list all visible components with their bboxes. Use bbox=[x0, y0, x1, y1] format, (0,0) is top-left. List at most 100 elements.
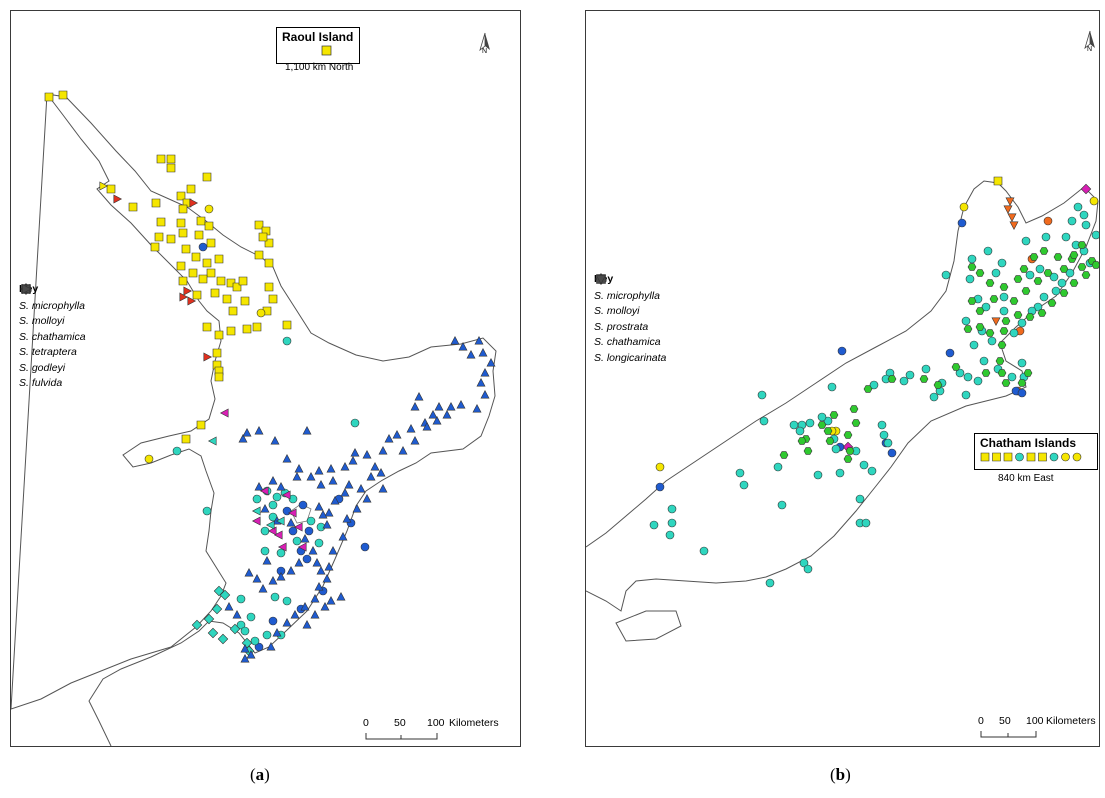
occurrence-point bbox=[270, 435, 280, 445]
occurrence-point bbox=[302, 619, 312, 629]
occurrence-point bbox=[128, 202, 138, 212]
occurrence-point bbox=[178, 276, 188, 286]
occurrence-point bbox=[921, 364, 931, 374]
occurrence-point bbox=[765, 578, 775, 588]
north-label-a: N bbox=[482, 48, 488, 55]
occurrence-point bbox=[320, 601, 330, 611]
occurrence-point bbox=[290, 609, 300, 619]
occurrence-point bbox=[282, 336, 292, 346]
occurrence-point bbox=[486, 357, 496, 367]
occurrence-point bbox=[187, 296, 197, 306]
inset-point bbox=[1061, 452, 1070, 462]
occurrence-point bbox=[474, 335, 484, 345]
occurrence-point bbox=[226, 326, 236, 336]
occurrence-point bbox=[1067, 216, 1077, 226]
occurrence-point bbox=[887, 375, 897, 383]
legend-label: S. chathamica bbox=[594, 336, 661, 349]
scale-tick-50-b: 50 bbox=[999, 715, 1011, 727]
occurrence-point bbox=[941, 270, 951, 280]
occurrence-point bbox=[667, 504, 677, 514]
occurrence-point bbox=[264, 258, 274, 268]
occurrence-point bbox=[1007, 213, 1017, 223]
occurrence-point bbox=[887, 448, 897, 458]
occurrence-point bbox=[991, 268, 1001, 278]
north-island-coastline bbox=[11, 92, 497, 746]
legend-symbol-triangle-right bbox=[22, 284, 32, 294]
occurrence-point bbox=[777, 500, 787, 510]
occurrence-point bbox=[196, 216, 206, 226]
south-island-map bbox=[586, 176, 1099, 642]
occurrence-point bbox=[967, 254, 977, 264]
occurrence-point bbox=[1017, 358, 1027, 368]
occurrence-point bbox=[277, 542, 287, 552]
occurrence-point bbox=[166, 234, 176, 244]
occurrence-point bbox=[268, 475, 278, 485]
occurrence-point bbox=[154, 232, 164, 242]
occurrence-point bbox=[665, 530, 675, 540]
occurrence-point bbox=[202, 172, 212, 182]
occurrence-point bbox=[286, 565, 296, 575]
occurrence-point bbox=[203, 352, 213, 362]
occurrence-point bbox=[827, 382, 837, 392]
occurrence-point bbox=[202, 258, 212, 268]
occurrence-point bbox=[252, 322, 262, 332]
occurrence-point bbox=[342, 513, 352, 523]
occurrence-point bbox=[466, 349, 476, 359]
occurrence-point bbox=[1043, 216, 1053, 226]
occurrence-point bbox=[246, 649, 256, 659]
occurrence-point bbox=[845, 447, 855, 455]
occurrence-point bbox=[181, 244, 191, 254]
occurrence-point bbox=[859, 460, 869, 470]
occurrence-point bbox=[378, 445, 388, 455]
inset-point bbox=[1072, 452, 1082, 462]
occurrence-point bbox=[268, 500, 278, 510]
inset-title-b: Chatham Islands bbox=[980, 436, 1077, 450]
legend-triangle-down-mark bbox=[596, 275, 606, 285]
occurrence-point bbox=[919, 375, 929, 383]
occurrence-point bbox=[58, 90, 68, 100]
occurrence-point bbox=[879, 430, 889, 440]
occurrence-point bbox=[236, 620, 246, 630]
occurrence-point bbox=[1079, 210, 1089, 220]
inset-symbols-b bbox=[980, 452, 1082, 462]
occurrence-point bbox=[214, 254, 224, 264]
occurrence-point bbox=[1017, 318, 1027, 328]
occurrence-point bbox=[867, 466, 877, 476]
occurrence-point bbox=[1080, 183, 1092, 195]
occurrence-point bbox=[240, 296, 250, 306]
occurrence-point bbox=[260, 546, 270, 556]
inset-title-a: Raoul Island bbox=[282, 30, 354, 44]
occurrence-point bbox=[336, 591, 346, 601]
occurrence-point bbox=[699, 546, 709, 556]
occurrence-point bbox=[1057, 278, 1067, 288]
occurrence-point bbox=[965, 274, 975, 284]
occurrence-point bbox=[254, 425, 264, 435]
occurrence-point bbox=[338, 531, 348, 541]
occurrence-point bbox=[314, 465, 324, 475]
occurrence-point bbox=[869, 380, 879, 390]
occurrence-point bbox=[300, 533, 310, 543]
occurrence-point bbox=[282, 596, 292, 606]
occurrence-point bbox=[1005, 197, 1015, 207]
occurrence-point bbox=[166, 163, 176, 173]
occurrence-point bbox=[350, 447, 360, 457]
occurrence-point bbox=[933, 381, 943, 389]
occurrence-point bbox=[252, 573, 262, 583]
occurrence-point bbox=[326, 595, 336, 605]
occurrence-point bbox=[216, 276, 226, 286]
occurrence-point bbox=[1069, 251, 1079, 259]
occurrence-point bbox=[312, 557, 322, 567]
legend-item: S. chathamica bbox=[594, 274, 666, 351]
occurrence-point bbox=[308, 545, 318, 555]
occurrence-point bbox=[250, 636, 260, 646]
occurrence-point bbox=[739, 480, 749, 490]
occurrence-point bbox=[275, 516, 285, 526]
occurrence-point bbox=[302, 425, 312, 435]
inset-point bbox=[1049, 452, 1059, 462]
occurrence-point bbox=[967, 297, 977, 305]
occurrence-point bbox=[370, 461, 380, 471]
occurrence-point bbox=[779, 451, 789, 459]
occurrence-point bbox=[1035, 264, 1045, 274]
occurrence-point bbox=[151, 198, 161, 208]
